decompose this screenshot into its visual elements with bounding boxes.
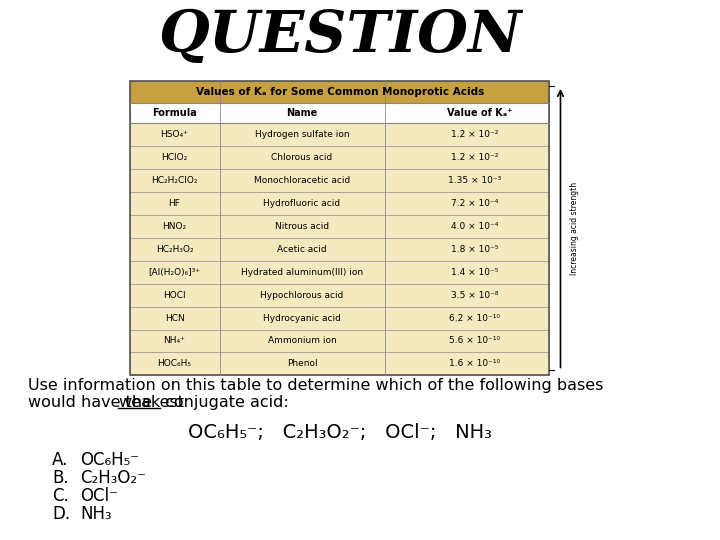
Text: C₂H₃O₂⁻: C₂H₃O₂⁻: [80, 469, 146, 487]
Text: HOCl: HOCl: [163, 291, 186, 300]
FancyBboxPatch shape: [130, 284, 549, 307]
Text: A.: A.: [52, 451, 68, 469]
Text: 7.2 × 10⁻⁴: 7.2 × 10⁻⁴: [451, 199, 498, 208]
Text: weakest: weakest: [118, 395, 184, 410]
Text: HC₂H₂ClO₂: HC₂H₂ClO₂: [151, 176, 198, 185]
Text: 1.35 × 10⁻³: 1.35 × 10⁻³: [448, 176, 501, 185]
Text: Hypochlorous acid: Hypochlorous acid: [260, 291, 343, 300]
Text: B.: B.: [52, 469, 68, 487]
Text: HNO₂: HNO₂: [163, 222, 186, 231]
Text: Hydrated aluminum(III) ion: Hydrated aluminum(III) ion: [241, 268, 363, 276]
FancyBboxPatch shape: [130, 146, 549, 169]
FancyBboxPatch shape: [130, 215, 549, 238]
Text: NH₃: NH₃: [80, 505, 112, 523]
Text: Hydrofluoric acid: Hydrofluoric acid: [264, 199, 341, 208]
FancyBboxPatch shape: [130, 169, 549, 192]
FancyBboxPatch shape: [130, 192, 549, 215]
Text: Value of Kₐ⁺: Value of Kₐ⁺: [446, 108, 512, 118]
Text: would have the: would have the: [28, 395, 158, 410]
FancyBboxPatch shape: [130, 307, 549, 329]
FancyBboxPatch shape: [130, 81, 549, 103]
Text: Ammonium ion: Ammonium ion: [268, 336, 336, 346]
Text: HClO₂: HClO₂: [161, 153, 188, 162]
Text: NH₄⁺: NH₄⁺: [163, 336, 186, 346]
Text: HOC₆H₅: HOC₆H₅: [158, 360, 192, 368]
Text: HSO₄⁺: HSO₄⁺: [161, 130, 189, 139]
FancyBboxPatch shape: [130, 261, 549, 284]
Text: OC₆H₅⁻;   C₂H₃O₂⁻;   OCl⁻;   NH₃: OC₆H₅⁻; C₂H₃O₂⁻; OCl⁻; NH₃: [188, 423, 492, 442]
FancyBboxPatch shape: [130, 103, 549, 123]
Text: HCN: HCN: [165, 314, 184, 322]
Text: Chlorous acid: Chlorous acid: [271, 153, 333, 162]
Text: 6.2 × 10⁻¹⁰: 6.2 × 10⁻¹⁰: [449, 314, 500, 322]
Text: Phenol: Phenol: [287, 360, 318, 368]
Text: Hydrogen sulfate ion: Hydrogen sulfate ion: [255, 130, 349, 139]
Text: Monochloracetic acid: Monochloracetic acid: [254, 176, 350, 185]
FancyBboxPatch shape: [130, 329, 549, 353]
Text: 4.0 × 10⁻⁴: 4.0 × 10⁻⁴: [451, 222, 498, 231]
Text: HC₂H₃O₂: HC₂H₃O₂: [156, 245, 194, 254]
Text: 1.2 × 10⁻²: 1.2 × 10⁻²: [451, 153, 498, 162]
Text: OC₆H₅⁻: OC₆H₅⁻: [80, 451, 139, 469]
Text: 1.6 × 10⁻¹⁰: 1.6 × 10⁻¹⁰: [449, 360, 500, 368]
Text: Acetic acid: Acetic acid: [277, 245, 327, 254]
Text: 3.5 × 10⁻⁸: 3.5 × 10⁻⁸: [451, 291, 498, 300]
Text: Use information on this table to determine which of the following bases: Use information on this table to determi…: [28, 378, 603, 393]
Text: Values of Kₐ for Some Common Monoprotic Acids: Values of Kₐ for Some Common Monoprotic …: [196, 87, 484, 97]
Text: HF: HF: [168, 199, 181, 208]
Text: QUESTION: QUESTION: [158, 8, 521, 64]
Text: Formula: Formula: [152, 108, 197, 118]
Text: C.: C.: [52, 487, 68, 505]
Text: [Al(H₂O)₆]³⁺: [Al(H₂O)₆]³⁺: [148, 268, 201, 276]
Text: 1.4 × 10⁻⁵: 1.4 × 10⁻⁵: [451, 268, 498, 276]
Text: Name: Name: [287, 108, 318, 118]
Text: conjugate acid:: conjugate acid:: [160, 395, 288, 410]
Text: Increasing acid strength: Increasing acid strength: [570, 181, 579, 275]
Text: OCl⁻: OCl⁻: [80, 487, 118, 505]
FancyBboxPatch shape: [130, 238, 549, 261]
Text: D.: D.: [52, 505, 70, 523]
Text: 5.6 × 10⁻¹⁰: 5.6 × 10⁻¹⁰: [449, 336, 500, 346]
Text: Nitrous acid: Nitrous acid: [275, 222, 329, 231]
Text: Hydrocyanic acid: Hydrocyanic acid: [263, 314, 341, 322]
Text: 1.2 × 10⁻²: 1.2 × 10⁻²: [451, 130, 498, 139]
FancyBboxPatch shape: [130, 123, 549, 146]
FancyBboxPatch shape: [130, 353, 549, 375]
Text: 1.8 × 10⁻⁵: 1.8 × 10⁻⁵: [451, 245, 498, 254]
